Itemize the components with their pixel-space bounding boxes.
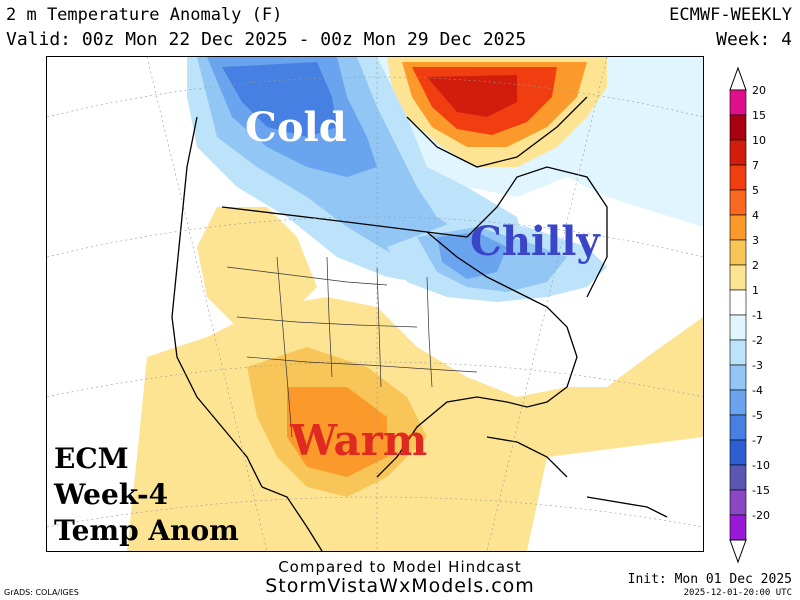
colorbar-swatch bbox=[729, 114, 747, 141]
colorbar-label: -1 bbox=[752, 309, 763, 322]
hindcast-note: Compared to Model Hindcast bbox=[278, 558, 522, 576]
colorbar-bottom-arrow bbox=[729, 539, 747, 564]
colorbar-swatch bbox=[729, 214, 747, 241]
colorbar-label: 20 bbox=[752, 84, 766, 97]
badge-line-2: Week-4 bbox=[54, 478, 169, 511]
colorbar-label: 5 bbox=[752, 184, 759, 197]
chilly-annotation: Chilly bbox=[470, 218, 600, 265]
render-timestamp: 2025-12-01-20:00 UTC bbox=[683, 588, 792, 598]
anomaly-map bbox=[46, 56, 704, 552]
colorbar-label: 10 bbox=[752, 134, 766, 147]
badge-line-1: ECM bbox=[54, 442, 129, 475]
colorbar-label: -2 bbox=[752, 334, 763, 347]
colorbar-swatch bbox=[729, 189, 747, 216]
colorbar-swatch bbox=[729, 339, 747, 366]
colorbar-swatch bbox=[729, 364, 747, 391]
colorbar-label: 15 bbox=[752, 109, 766, 122]
warm-annotation: Warm bbox=[290, 416, 428, 465]
map-title: 2 m Temperature Anomaly (F) bbox=[6, 5, 283, 25]
badge-line-3: Temp Anom bbox=[54, 514, 239, 547]
forecast-week: Week: 4 bbox=[716, 29, 792, 50]
colorbar-label: -7 bbox=[752, 434, 763, 447]
colorbar-label: 4 bbox=[752, 209, 759, 222]
site-link[interactable]: StormVistaWxModels.com bbox=[265, 575, 535, 597]
colorbar-label: -15 bbox=[752, 484, 770, 497]
cold-annotation: Cold bbox=[245, 104, 347, 151]
colorbar-label: -10 bbox=[752, 459, 770, 472]
colorbar-swatch bbox=[729, 314, 747, 341]
colorbar-swatch bbox=[729, 164, 747, 191]
valid-period: Valid: 00z Mon 22 Dec 2025 - 00z Mon 29 … bbox=[6, 29, 527, 50]
colorbar-swatch bbox=[729, 439, 747, 466]
colorbar-label: -5 bbox=[752, 409, 763, 422]
colorbar-swatch bbox=[729, 239, 747, 266]
colorbar-swatch bbox=[729, 414, 747, 441]
color-scale-legend: 20 15 10 7 5 4 3 2 1 -1 -2 -3 -4 -5 -7 -10 -15 -20 bbox=[729, 66, 770, 564]
grads-credit: GrADS: COLA/IGES bbox=[4, 588, 79, 597]
colorbar-label: -3 bbox=[752, 359, 763, 372]
colorbar-label: 7 bbox=[752, 159, 759, 172]
colorbar-label: -4 bbox=[752, 384, 763, 397]
colorbar-swatch bbox=[729, 289, 747, 316]
colorbar-top-arrow bbox=[729, 66, 747, 91]
colorbar-swatch bbox=[729, 264, 747, 291]
colorbar-swatch bbox=[729, 489, 747, 516]
colorbar-swatch bbox=[729, 464, 747, 491]
init-time: Init: Mon 01 Dec 2025 bbox=[627, 572, 792, 587]
colorbar-label: 2 bbox=[752, 259, 759, 272]
colorbar-label: 1 bbox=[752, 284, 759, 297]
colorbar-swatch bbox=[729, 514, 747, 541]
colorbar-swatch bbox=[729, 89, 747, 116]
colorbar-label: 3 bbox=[752, 234, 759, 247]
colorbar-swatch bbox=[729, 389, 747, 416]
colorbar-label: -20 bbox=[752, 509, 770, 522]
model-name: ECMWF-WEEKLY bbox=[669, 5, 792, 25]
colorbar-swatch bbox=[729, 139, 747, 166]
